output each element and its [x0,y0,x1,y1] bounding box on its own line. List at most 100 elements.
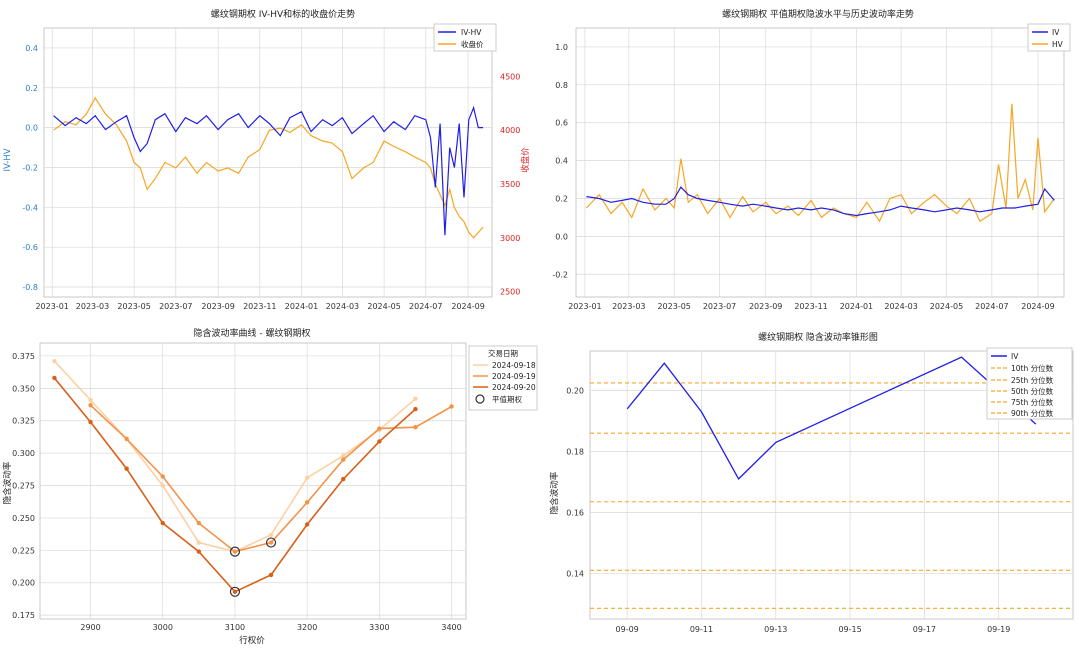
plot-frame [39,342,467,620]
data-point [232,589,238,594]
chart-title: 螺纹钢期权 平值期权隐波水平与历史波动率走势 [722,8,914,20]
data-point [232,549,238,554]
legend-title: 交易日期 [488,348,518,358]
y-tick-label: 1.0 [555,43,568,52]
series-line-iv [586,186,1055,217]
data-point [160,520,165,526]
x-tick-label: 09-09 [616,625,639,634]
y-tick-label: 0.225 [12,546,35,555]
data-point [413,425,418,430]
y-axis-label: 隐含波动率 [549,471,560,514]
series-line-close [53,96,484,239]
legend: 交易日期 2024-09-18 2024-09-19 2024-09-20 平值… [468,345,538,411]
y2-tick-label: 4000 [500,126,520,135]
x-tick-label: 3100 [225,623,245,632]
x-tick-label: 2024-05 [367,302,400,311]
panel-smile: 隐含波动率曲线 - 螺纹钢期权 行权价 隐含波动率 2900 3000 3100 32… [0,323,540,646]
legend-label: 平值期权 [492,394,522,404]
data-point [304,500,310,505]
series-line-hv [585,103,1055,223]
data-point [449,404,454,409]
plot-frame [589,350,1074,620]
x-tick-label: 2023-11 [243,302,276,311]
x-tick-label: 09-11 [690,625,713,634]
y-tick-label: -0.2 [552,270,568,279]
data-point [160,483,165,488]
series-line-iv-hv [53,105,484,236]
chart-title: 螺纹钢期权 IV-HV和标的收盘价走势 [211,8,355,20]
legend-label: IV-HV [461,28,482,37]
y-tick-label: 0.0 [25,124,38,133]
data-point [268,532,274,537]
plot-frame [43,27,493,298]
data-point [377,426,382,431]
chart-title: 螺纹钢期权 隐含波动率锥形图 [758,331,878,343]
data-point [88,397,93,403]
y-tick-label: -0.6 [22,243,38,252]
legend-label: 10th 分位数 [1011,363,1054,373]
plot-frame [575,27,1065,298]
y2-tick-label: 3000 [500,234,520,243]
x-tick-label: 2023-01 [568,302,601,311]
data-point [88,402,93,408]
y-tick-label: 0.275 [12,482,35,491]
y-axis-label: 隐含波动率 [2,461,13,504]
x-tick-label: 2024-03 [884,302,917,311]
x-tick-label: 2024-05 [930,302,963,311]
y-tick-label: 0.250 [12,514,35,523]
x-tick-label: 09-15 [838,625,861,634]
x-tick-label: 2023-07 [703,302,736,311]
legend-label: 75th 分位数 [1011,397,1054,407]
x-tick-label: 2900 [80,623,100,632]
data-point [88,419,93,425]
panel-iv-hv-close: 螺纹钢期权 IV-HV和标的收盘价走势 IV-HV 收盘价 2023-01 202… [0,0,540,323]
y-axis-label: IV-HV [3,148,13,171]
y-tick-label: 0.4 [25,44,38,53]
legend-label: 2024-09-18 [492,361,536,370]
data-point [124,466,129,471]
panel-cone: 螺纹钢期权 隐含波动率锥形图 隐含波动率 09-09 09-11 09-13 09-1… [540,323,1080,646]
x-tick-label: 3400 [441,623,461,632]
legend-label: 25th 分位数 [1011,375,1054,385]
data-point [413,406,418,412]
data-point [124,436,129,442]
legend-label: 50th 分位数 [1011,386,1054,396]
legend-label: 2024-09-20 [492,383,536,392]
y-tick-label: 0.300 [12,449,35,458]
y-tick-label: 0.350 [12,384,35,393]
data-point [196,540,202,545]
data-point [341,457,346,462]
chart-cone: 螺纹钢期权 隐含波动率锥形图 隐含波动率 09-09 09-11 09-13 09-1… [549,331,1074,634]
x-tick-label: 2024-07 [409,302,442,311]
y-tick-label: 0.0 [555,232,568,241]
x-tick-label: 2023-05 [117,302,150,311]
y-tick-label: -0.4 [22,203,38,212]
y-tick-label: -0.8 [22,283,38,292]
data-point [268,572,274,578]
panel-iv-hv-trend: 螺纹钢期权 平值期权隐波水平与历史波动率走势 2023-01 2023-03 202… [540,0,1080,323]
y-tick-label: 0.16 [566,508,584,517]
y2-axis-label: 收盘价 [520,147,531,173]
x-tick-label: 2024-09 [1021,302,1054,311]
y2-tick-label: 4500 [500,72,520,81]
x-tick-label: 3200 [297,623,317,632]
y-tick-label: -0.2 [22,163,38,172]
legend-label: IV [1011,352,1019,361]
x-tick-label: 3300 [369,623,389,632]
x-tick-label: 2024-09 [451,302,484,311]
data-point [52,375,57,381]
x-tick-label: 2023-07 [159,302,192,311]
data-point [304,522,310,527]
x-tick-label: 09-17 [913,625,936,634]
y-tick-label: 0.8 [555,81,568,90]
y-tick-label: 0.200 [12,579,35,588]
y-tick-label: 0.2 [25,84,38,93]
y-tick-label: 0.20 [566,387,584,396]
atm-marker [229,546,241,557]
legend: IV HV [1027,23,1071,52]
data-point [413,396,418,401]
chart-iv-hv-trend: 螺纹钢期权 平值期权隐波水平与历史波动率走势 2023-01 2023-03 202… [552,8,1071,311]
x-axis-label: 行权价 [239,635,265,646]
data-point [196,520,202,526]
x-tick-label: 2024-07 [975,302,1008,311]
